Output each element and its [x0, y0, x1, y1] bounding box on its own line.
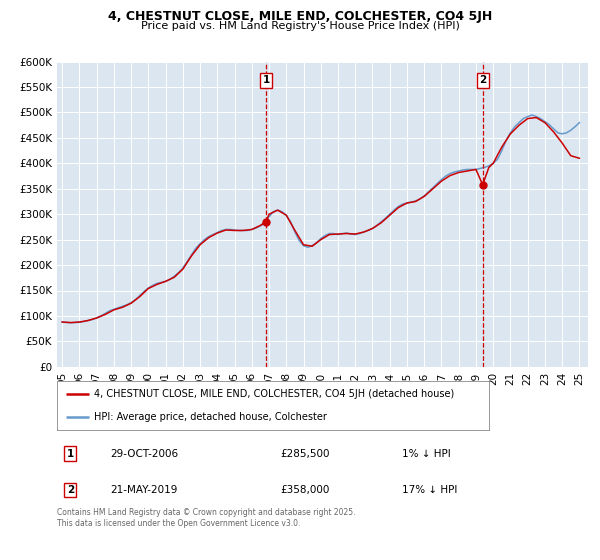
Text: 21-MAY-2019: 21-MAY-2019 [110, 485, 178, 495]
Text: 4, CHESTNUT CLOSE, MILE END, COLCHESTER, CO4 5JH (detached house): 4, CHESTNUT CLOSE, MILE END, COLCHESTER,… [94, 389, 454, 399]
Text: 2: 2 [67, 485, 74, 495]
Text: 2: 2 [479, 76, 486, 85]
Text: 29-OCT-2006: 29-OCT-2006 [110, 449, 178, 459]
Text: 17% ↓ HPI: 17% ↓ HPI [402, 485, 458, 495]
Text: 1% ↓ HPI: 1% ↓ HPI [402, 449, 451, 459]
Text: 1: 1 [67, 449, 74, 459]
Text: 4, CHESTNUT CLOSE, MILE END, COLCHESTER, CO4 5JH: 4, CHESTNUT CLOSE, MILE END, COLCHESTER,… [108, 10, 492, 23]
Text: £285,500: £285,500 [280, 449, 329, 459]
Text: Price paid vs. HM Land Registry's House Price Index (HPI): Price paid vs. HM Land Registry's House … [140, 21, 460, 31]
Text: 1: 1 [262, 76, 270, 85]
Text: HPI: Average price, detached house, Colchester: HPI: Average price, detached house, Colc… [94, 412, 326, 422]
Text: £358,000: £358,000 [280, 485, 329, 495]
Text: Contains HM Land Registry data © Crown copyright and database right 2025.
This d: Contains HM Land Registry data © Crown c… [57, 508, 355, 528]
